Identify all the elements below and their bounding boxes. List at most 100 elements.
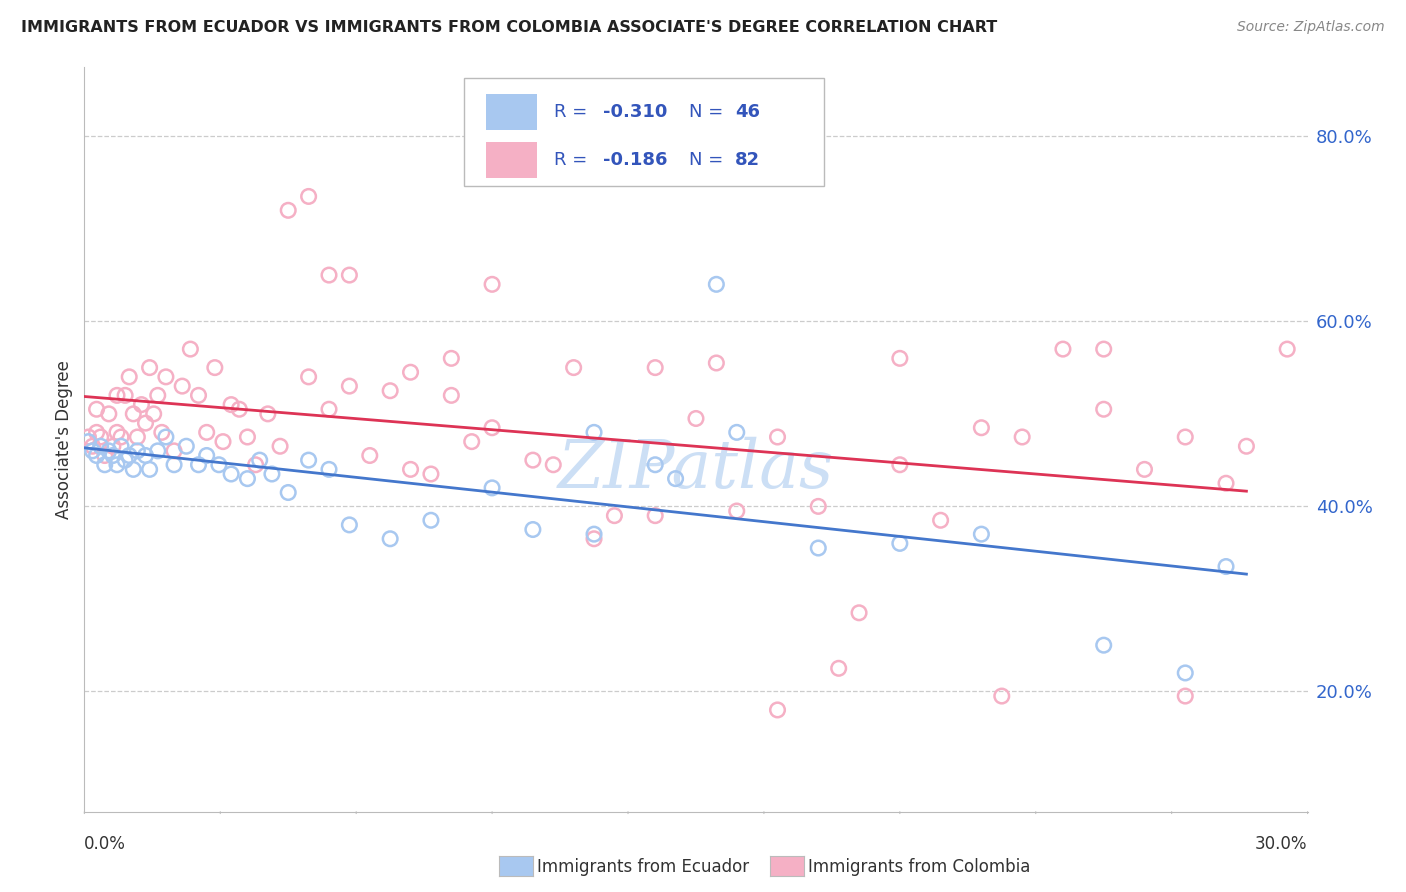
Point [1092, 638, 1115, 652]
Point [127, 430, 149, 444]
Point [339, 268, 361, 282]
Point [90, 439, 112, 453]
Point [212, 434, 235, 449]
Point [644, 458, 666, 472]
Point [1174, 689, 1197, 703]
Point [105, 425, 128, 440]
Point [138, 360, 160, 375]
Point [118, 449, 141, 463]
Point [101, 449, 124, 463]
Text: 0.0%: 0.0% [84, 835, 127, 853]
Point [150, 425, 173, 440]
Point [970, 421, 993, 435]
Point [380, 384, 402, 398]
Point [440, 351, 463, 366]
Point [420, 513, 443, 527]
Point [122, 407, 145, 421]
Point [114, 453, 136, 467]
Y-axis label: Associate's Degree: Associate's Degree [55, 359, 73, 519]
Text: Source: ZipAtlas.com: Source: ZipAtlas.com [1237, 20, 1385, 34]
Point [146, 443, 169, 458]
Point [583, 527, 606, 541]
Point [339, 517, 361, 532]
Point [208, 458, 231, 472]
Point [163, 443, 186, 458]
Point [1092, 402, 1115, 417]
Point [1092, 342, 1115, 356]
Point [889, 536, 911, 550]
Point [187, 388, 209, 402]
Point [583, 532, 606, 546]
Point [359, 449, 381, 463]
Point [562, 360, 585, 375]
Point [90, 430, 112, 444]
Point [481, 277, 503, 292]
Point [298, 453, 321, 467]
Point [195, 449, 218, 463]
Point [204, 360, 226, 375]
Point [236, 472, 259, 486]
Point [179, 342, 201, 356]
Point [543, 458, 565, 472]
Point [135, 416, 157, 430]
Point [135, 449, 157, 463]
Point [245, 458, 267, 472]
Point [889, 458, 911, 472]
Point [228, 402, 250, 417]
Point [991, 689, 1014, 703]
Point [219, 467, 242, 481]
Point [77, 434, 100, 449]
Point [110, 439, 132, 453]
Point [807, 541, 830, 555]
Point [127, 443, 149, 458]
Point [399, 462, 422, 476]
Point [257, 407, 280, 421]
Text: -0.310: -0.310 [603, 103, 668, 121]
Text: R =: R = [554, 152, 593, 169]
Point [97, 407, 120, 421]
Point [583, 425, 606, 440]
Point [298, 189, 321, 203]
Point [172, 379, 194, 393]
Point [105, 388, 128, 402]
Point [219, 398, 242, 412]
Point [380, 532, 402, 546]
Point [122, 462, 145, 476]
Point [110, 430, 132, 444]
Point [603, 508, 626, 523]
Point [86, 425, 108, 440]
Point [929, 513, 952, 527]
Point [277, 485, 299, 500]
Point [339, 379, 361, 393]
Point [706, 356, 728, 370]
Point [318, 462, 340, 476]
Text: N =: N = [689, 152, 728, 169]
Point [1174, 665, 1197, 680]
Text: 30.0%: 30.0% [1256, 835, 1308, 853]
Text: 46: 46 [735, 103, 761, 121]
Point [86, 449, 108, 463]
Point [249, 453, 271, 467]
Point [93, 449, 115, 463]
Point [318, 268, 340, 282]
Point [665, 472, 688, 486]
Point [142, 407, 165, 421]
Point [105, 458, 128, 472]
Point [1215, 559, 1237, 574]
Point [163, 458, 186, 472]
Point [522, 453, 544, 467]
Point [644, 360, 666, 375]
Point [114, 388, 136, 402]
Point [889, 351, 911, 366]
Point [146, 388, 169, 402]
Point [644, 508, 666, 523]
Point [766, 703, 789, 717]
Point [420, 467, 443, 481]
Point [481, 421, 503, 435]
Point [725, 425, 748, 440]
Point [174, 439, 197, 453]
Point [706, 277, 728, 292]
Text: N =: N = [689, 103, 728, 121]
Point [399, 365, 422, 379]
Point [298, 369, 321, 384]
